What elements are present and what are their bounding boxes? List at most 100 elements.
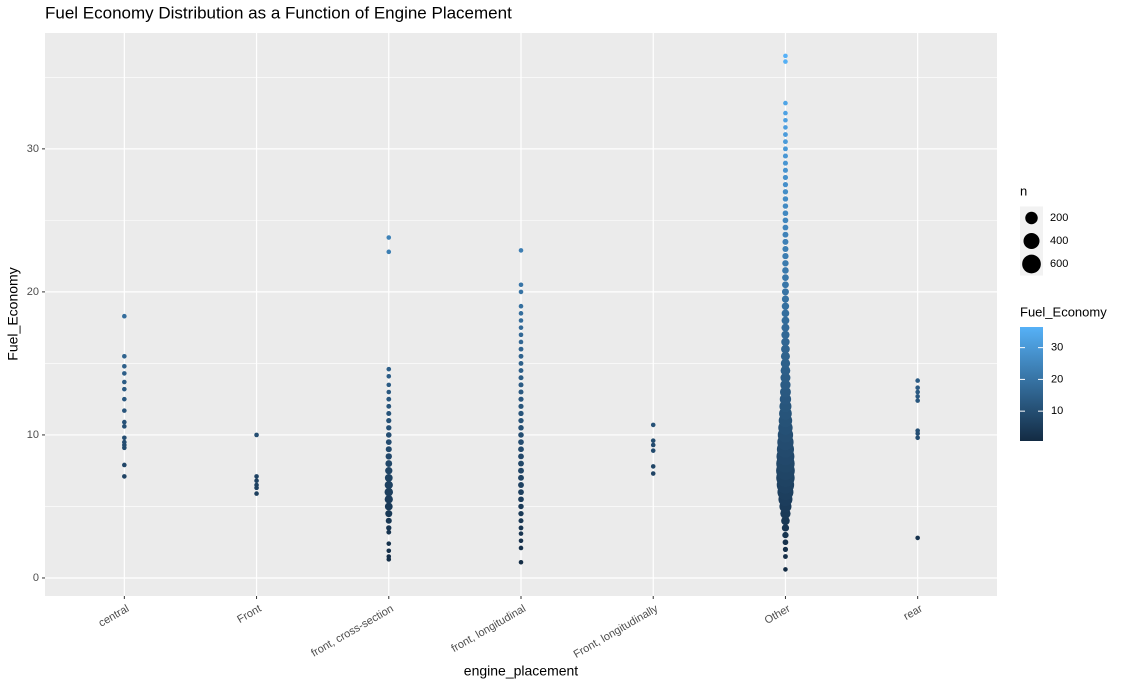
point	[915, 385, 920, 391]
point	[385, 446, 392, 453]
point	[650, 438, 656, 443]
legend-size-swatch	[1025, 211, 1038, 225]
point	[783, 125, 788, 130]
point	[781, 302, 790, 310]
point	[122, 386, 127, 392]
point	[122, 462, 127, 468]
point	[386, 525, 392, 531]
point	[518, 389, 524, 395]
point	[782, 217, 789, 224]
point	[254, 432, 259, 438]
point	[518, 432, 524, 438]
point	[783, 53, 788, 59]
point	[384, 495, 393, 504]
point	[782, 281, 789, 289]
point	[780, 351, 790, 361]
point	[780, 372, 791, 383]
colorbar	[1020, 327, 1043, 441]
point	[122, 474, 127, 479]
point	[518, 538, 524, 544]
point	[122, 371, 127, 376]
y-tick-label: 20	[27, 286, 39, 298]
point	[384, 502, 393, 511]
point	[650, 464, 656, 469]
point	[518, 303, 524, 309]
point	[518, 339, 524, 345]
point	[518, 489, 524, 496]
point	[518, 410, 524, 417]
point	[122, 424, 127, 429]
point	[385, 510, 393, 518]
point	[518, 439, 524, 445]
point	[781, 295, 790, 303]
point	[518, 375, 524, 381]
point	[254, 482, 259, 488]
point	[386, 410, 392, 417]
point	[518, 282, 524, 288]
point	[782, 196, 789, 202]
point	[122, 379, 127, 385]
point	[518, 318, 524, 323]
point	[518, 368, 524, 373]
color-legend-title: Fuel_Economy	[1020, 304, 1107, 319]
point	[650, 471, 656, 476]
point	[782, 267, 789, 274]
point	[518, 518, 524, 524]
point	[518, 559, 524, 565]
point	[782, 253, 789, 260]
point	[386, 396, 392, 402]
point	[386, 389, 392, 395]
point	[386, 548, 392, 554]
point	[783, 139, 788, 145]
point	[518, 396, 524, 402]
point	[384, 480, 393, 490]
point	[782, 203, 789, 209]
point	[782, 182, 789, 188]
point	[518, 525, 524, 531]
point	[783, 554, 788, 559]
point	[915, 535, 920, 541]
point	[780, 365, 791, 376]
point	[781, 323, 790, 332]
point	[518, 503, 524, 510]
point	[122, 435, 127, 441]
point	[518, 417, 524, 424]
point	[780, 358, 791, 369]
point	[386, 418, 392, 424]
point	[122, 396, 127, 402]
point	[781, 516, 790, 526]
point	[518, 289, 524, 295]
x-axis-title: engine_placement	[464, 663, 579, 679]
point	[518, 382, 524, 388]
point	[781, 337, 790, 347]
point	[518, 446, 524, 453]
legend-label: 200	[1050, 212, 1068, 224]
point	[915, 389, 920, 395]
point	[782, 174, 789, 181]
x-tick-label: Front	[235, 603, 263, 626]
point	[518, 531, 524, 536]
point	[518, 496, 524, 503]
point	[782, 238, 789, 245]
point	[782, 546, 789, 552]
point	[915, 428, 920, 433]
point	[518, 467, 524, 474]
point	[386, 554, 392, 559]
point	[782, 231, 789, 238]
point	[386, 366, 392, 372]
point	[386, 541, 392, 546]
point	[254, 491, 259, 496]
point	[782, 531, 789, 539]
x-tick-label: central	[97, 603, 132, 630]
chart-title: Fuel Economy Distribution as a Function …	[45, 3, 512, 22]
point	[782, 245, 789, 253]
point	[915, 398, 920, 403]
point	[780, 386, 791, 398]
point	[518, 311, 524, 316]
point	[783, 110, 788, 116]
point	[386, 249, 392, 255]
point	[783, 117, 788, 123]
legend-size-swatch	[1022, 254, 1041, 274]
point	[122, 363, 127, 369]
